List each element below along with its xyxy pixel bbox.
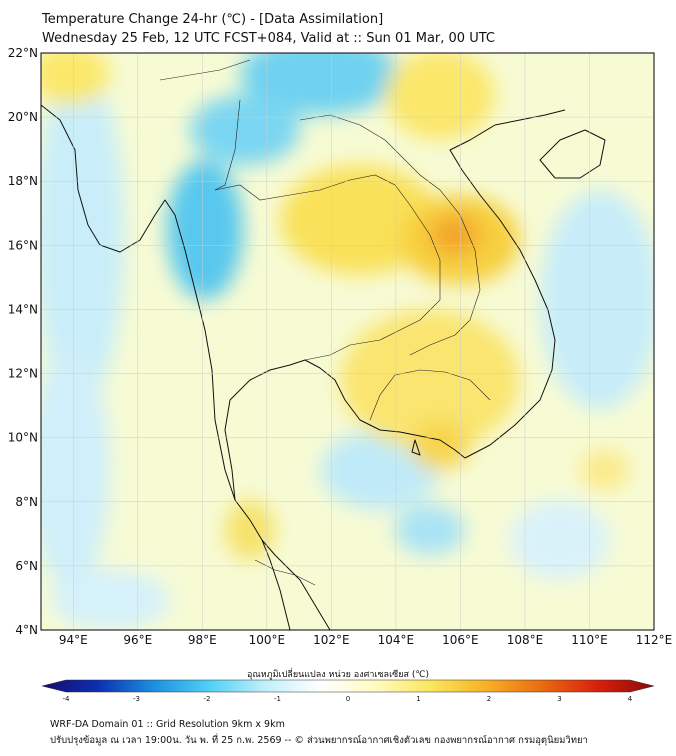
cool-area-north-2 <box>190 95 300 165</box>
warm-area-isan <box>280 165 440 275</box>
cool-area-southwest <box>41 350 110 590</box>
lat-tick-label: 8°N <box>15 495 38 509</box>
lat-tick-label: 18°N <box>8 174 38 188</box>
warm-area-peninsula <box>225 500 275 560</box>
coastlines <box>41 104 606 630</box>
lat-tick-label: 12°N <box>8 367 38 381</box>
border-cambodia <box>369 369 491 421</box>
border-laos-vietnam <box>299 114 481 356</box>
lat-tick-label: 10°N <box>8 431 38 445</box>
lon-tick-label: 100°E <box>249 633 286 647</box>
cool-area-gulf-south <box>395 505 465 555</box>
lat-tick-label: 22°N <box>8 46 38 60</box>
coastline-gulf-thailand <box>224 359 466 501</box>
lon-tick-label: 104°E <box>378 633 415 647</box>
colorbar-ticks: -4 -3 -2 -1 0 1 2 3 4 <box>63 695 633 703</box>
colorbar-tick-label: 2 <box>487 695 491 703</box>
plot-frame <box>40 52 655 631</box>
lon-tick-label: 94°E <box>59 633 88 647</box>
longitude-axis: 94°E 96°E 98°E 100°E 102°E 104°E 106°E 108°E 110… <box>59 633 672 647</box>
colorbar-label: อุณหภูมิเปลี่ยนแปลง หน่วย องศาเซลเซียส (… <box>246 670 430 680</box>
colorbar-tick-label: -2 <box>204 695 211 703</box>
warm-area-cambodia <box>340 310 520 450</box>
lat-tick-label: 6°N <box>15 559 38 573</box>
colorbar-tick-label: 0 <box>346 695 350 703</box>
lat-tick-label: 4°N <box>15 623 38 637</box>
colorbar-tick-label: -1 <box>274 695 281 703</box>
lon-tick-label: 98°E <box>188 633 217 647</box>
lat-tick-label: 16°N <box>8 238 38 252</box>
colorbar-tick-label: -4 <box>63 695 71 703</box>
lon-tick-label: 108°E <box>507 633 544 647</box>
cool-area-west <box>41 65 125 405</box>
cool-area-myanmar <box>167 160 243 300</box>
cool-area-south <box>50 570 170 630</box>
cool-area-southeast <box>510 500 610 580</box>
warm-core <box>430 215 480 255</box>
map-title: Temperature Change 24-hr (℃) - [Data Ass… <box>42 12 384 27</box>
footer-model-info: WRF-DA Domain 01 :: Grid Resolution 9km … <box>50 719 285 730</box>
coastline-peninsula-east <box>261 539 331 630</box>
border-malaysia <box>254 559 316 586</box>
cool-area-north <box>240 53 400 115</box>
coastline-mainland-west <box>41 104 291 630</box>
country-borders <box>159 59 491 586</box>
lon-tick-label: 96°E <box>123 633 152 647</box>
cool-area-east <box>540 190 654 410</box>
lon-tick-label: 112°E <box>636 633 673 647</box>
lon-tick-label: 102°E <box>313 633 350 647</box>
lat-tick-label: 14°N <box>8 302 38 316</box>
warm-area-sea <box>580 450 630 490</box>
colorbar-tick-label: 1 <box>416 695 420 703</box>
colorbar-bar <box>41 679 655 693</box>
lon-tick-label: 110°E <box>571 633 608 647</box>
lon-tick-label: 106°E <box>442 633 479 647</box>
colorbar-tick-label: 3 <box>557 695 561 703</box>
colorbar-tick-label: -3 <box>133 695 140 703</box>
warm-area-mekong <box>410 420 470 470</box>
warm-area-north <box>385 53 495 140</box>
colorbar: -4 -3 -2 -1 0 1 2 3 4 <box>41 679 655 703</box>
temperature-field <box>41 53 654 630</box>
latitude-axis: 4°N 6°N 8°N 10°N 12°N 14°N 16°N 18°N 20°N 22°N <box>8 46 38 637</box>
border-thailand <box>214 174 441 361</box>
cool-area-gulf <box>320 430 440 510</box>
island-phuquoc <box>411 439 421 456</box>
colorbar-tick-label: 4 <box>628 695 633 703</box>
lat-tick-label: 20°N <box>8 110 38 124</box>
coastline-vietnam <box>449 109 566 459</box>
warm-area-northwest <box>41 53 110 105</box>
footer-credit: ปรับปรุงข้อมูล ณ เวลา 19:00น. วัน พ. ที่… <box>50 735 588 746</box>
hainan-island <box>539 129 606 179</box>
map-subtitle: Wednesday 25 Feb, 12 UTC FCST+084, Valid… <box>42 31 495 46</box>
border-myanmar <box>159 59 251 191</box>
